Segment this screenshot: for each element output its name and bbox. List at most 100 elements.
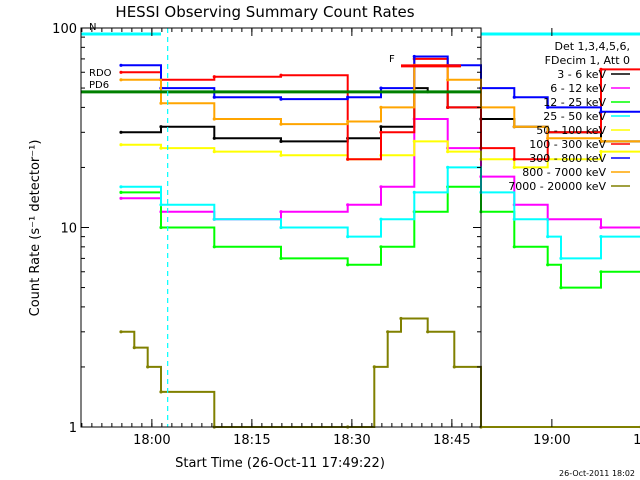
- flag-label-0: N: [89, 22, 96, 33]
- series-6-point-11: [599, 110, 603, 114]
- series-6-point-9: [512, 95, 516, 99]
- series-6-point-4: [346, 95, 350, 99]
- series-4-point-1: [159, 146, 163, 150]
- flag-label-1: F: [389, 54, 395, 65]
- x-tick-label: 18:45: [433, 433, 470, 448]
- x-tick-label: 18:00: [133, 433, 170, 448]
- series-1-point-3: [279, 210, 283, 214]
- legend-entry-label-1: 6 - 12 keV: [550, 82, 606, 95]
- series-3-point-0: [119, 185, 123, 189]
- series-8-point-1: [132, 346, 136, 350]
- flag-label-3: PD6: [89, 80, 109, 91]
- series-2-point-9: [512, 245, 516, 249]
- series-6-point-6: [412, 54, 416, 59]
- series-7-point-2: [212, 117, 216, 121]
- series-7-point-10: [546, 136, 550, 140]
- series-2-point-5: [379, 245, 383, 249]
- series-1-point-0: [119, 196, 123, 200]
- series-line-2: [121, 185, 640, 289]
- legend-entry-label-7: 800 - 7000 keV: [522, 166, 606, 179]
- chart-title: HESSI Observing Summary Count Rates: [115, 3, 414, 21]
- x-tick-label: 19:15: [633, 433, 640, 448]
- series-6-point-5: [379, 86, 383, 90]
- flag-label-2: RDO: [89, 68, 112, 79]
- series-1-point-11: [599, 225, 603, 230]
- series-8-point-0: [119, 330, 123, 334]
- series-0-point-2: [212, 136, 216, 140]
- series-3-point-10: [546, 235, 550, 239]
- series-line-3: [121, 166, 640, 260]
- series-2-point-2: [212, 245, 216, 249]
- series-0-point-0: [119, 130, 123, 134]
- axis-layer: 18:00 18:15 18:30 18:45 19:00 19:15 1 10 100: [52, 22, 640, 448]
- series-6-point-3: [279, 97, 283, 101]
- series-5-point-4: [346, 157, 350, 161]
- series-4-point-6: [412, 139, 416, 143]
- series-2-point-1: [159, 225, 163, 230]
- y-tick-label: 10: [60, 222, 77, 237]
- series-3-point-9: [512, 217, 516, 221]
- legend-header-1: Det 1,3,4,5,6,: [554, 40, 630, 53]
- series-5-point-7: [446, 105, 450, 109]
- y-axis-title: Count Rate (s⁻¹ detector⁻¹): [28, 140, 43, 317]
- series-2-point-10: [546, 263, 550, 267]
- series-7-point-7: [446, 78, 450, 82]
- legend-entry-label-5: 100 - 300 keV: [529, 138, 606, 151]
- series-7-point-3: [279, 122, 283, 126]
- series-layer: [119, 54, 640, 429]
- series-2-point-11: [559, 286, 563, 290]
- series-8-point-7: [386, 330, 390, 334]
- series-4-point-3: [279, 153, 283, 157]
- series-5-point-3: [279, 73, 283, 77]
- series-1-point-5: [379, 185, 383, 189]
- legend-entry-label-0: 3 - 6 keV: [557, 68, 606, 81]
- series-4-point-2: [212, 150, 216, 154]
- series-3-point-3: [279, 225, 283, 230]
- x-tick-label: 18:30: [333, 433, 370, 448]
- y-tick-label: 100: [52, 22, 77, 37]
- x-tick-label: 19:00: [533, 433, 570, 448]
- series-7-point-4: [346, 119, 350, 124]
- legend-entry-label-4: 50 - 100 keV: [536, 124, 606, 137]
- series-1-point-4: [346, 203, 350, 207]
- series-3-point-11: [559, 256, 563, 260]
- legend-entry-label-6: 300 - 800 keV: [529, 152, 606, 165]
- legend-entry-label-8: 7000 - 20000 keV: [508, 180, 606, 193]
- legend-header-2: FDecim 1, Att 0: [545, 54, 630, 67]
- series-3-point-4: [346, 235, 350, 239]
- series-0-point-1: [159, 125, 163, 129]
- series-4-point-11: [599, 150, 603, 154]
- series-4-point-9: [512, 165, 516, 169]
- series-4-point-7: [446, 150, 450, 154]
- series-3-point-1: [159, 203, 163, 207]
- series-8-point-8: [399, 316, 403, 321]
- series-7-point-11: [599, 139, 603, 143]
- series-5-point-5: [379, 130, 383, 134]
- series-3-point-12: [599, 235, 603, 239]
- series-8-point-2: [146, 365, 150, 369]
- series-6-point-10: [546, 105, 550, 109]
- series-7-point-5: [379, 105, 383, 109]
- series-0-point-3: [279, 139, 283, 143]
- series-6-point-2: [212, 95, 216, 99]
- series-3-point-2: [212, 217, 216, 221]
- series-8-point-10: [452, 365, 456, 369]
- series-3-point-5: [379, 217, 383, 221]
- x-axis-title: Start Time (26-Oct-11 17:49:22): [175, 456, 385, 471]
- series-2-point-3: [279, 256, 283, 260]
- series-7-point-0: [119, 78, 123, 82]
- series-7-point-1: [159, 101, 163, 105]
- series-3-point-7: [446, 165, 450, 169]
- series-2-point-12: [599, 270, 603, 274]
- series-5-point-2: [212, 75, 216, 79]
- series-0-point-5: [379, 125, 383, 129]
- timestamp: 26-Oct-2011 18:02: [559, 469, 635, 478]
- series-5-point-0: [119, 70, 123, 74]
- series-8-point-6: [372, 365, 376, 369]
- legend-entry-label-2: 12 - 25 keV: [543, 96, 606, 109]
- series-5-point-11: [599, 67, 603, 71]
